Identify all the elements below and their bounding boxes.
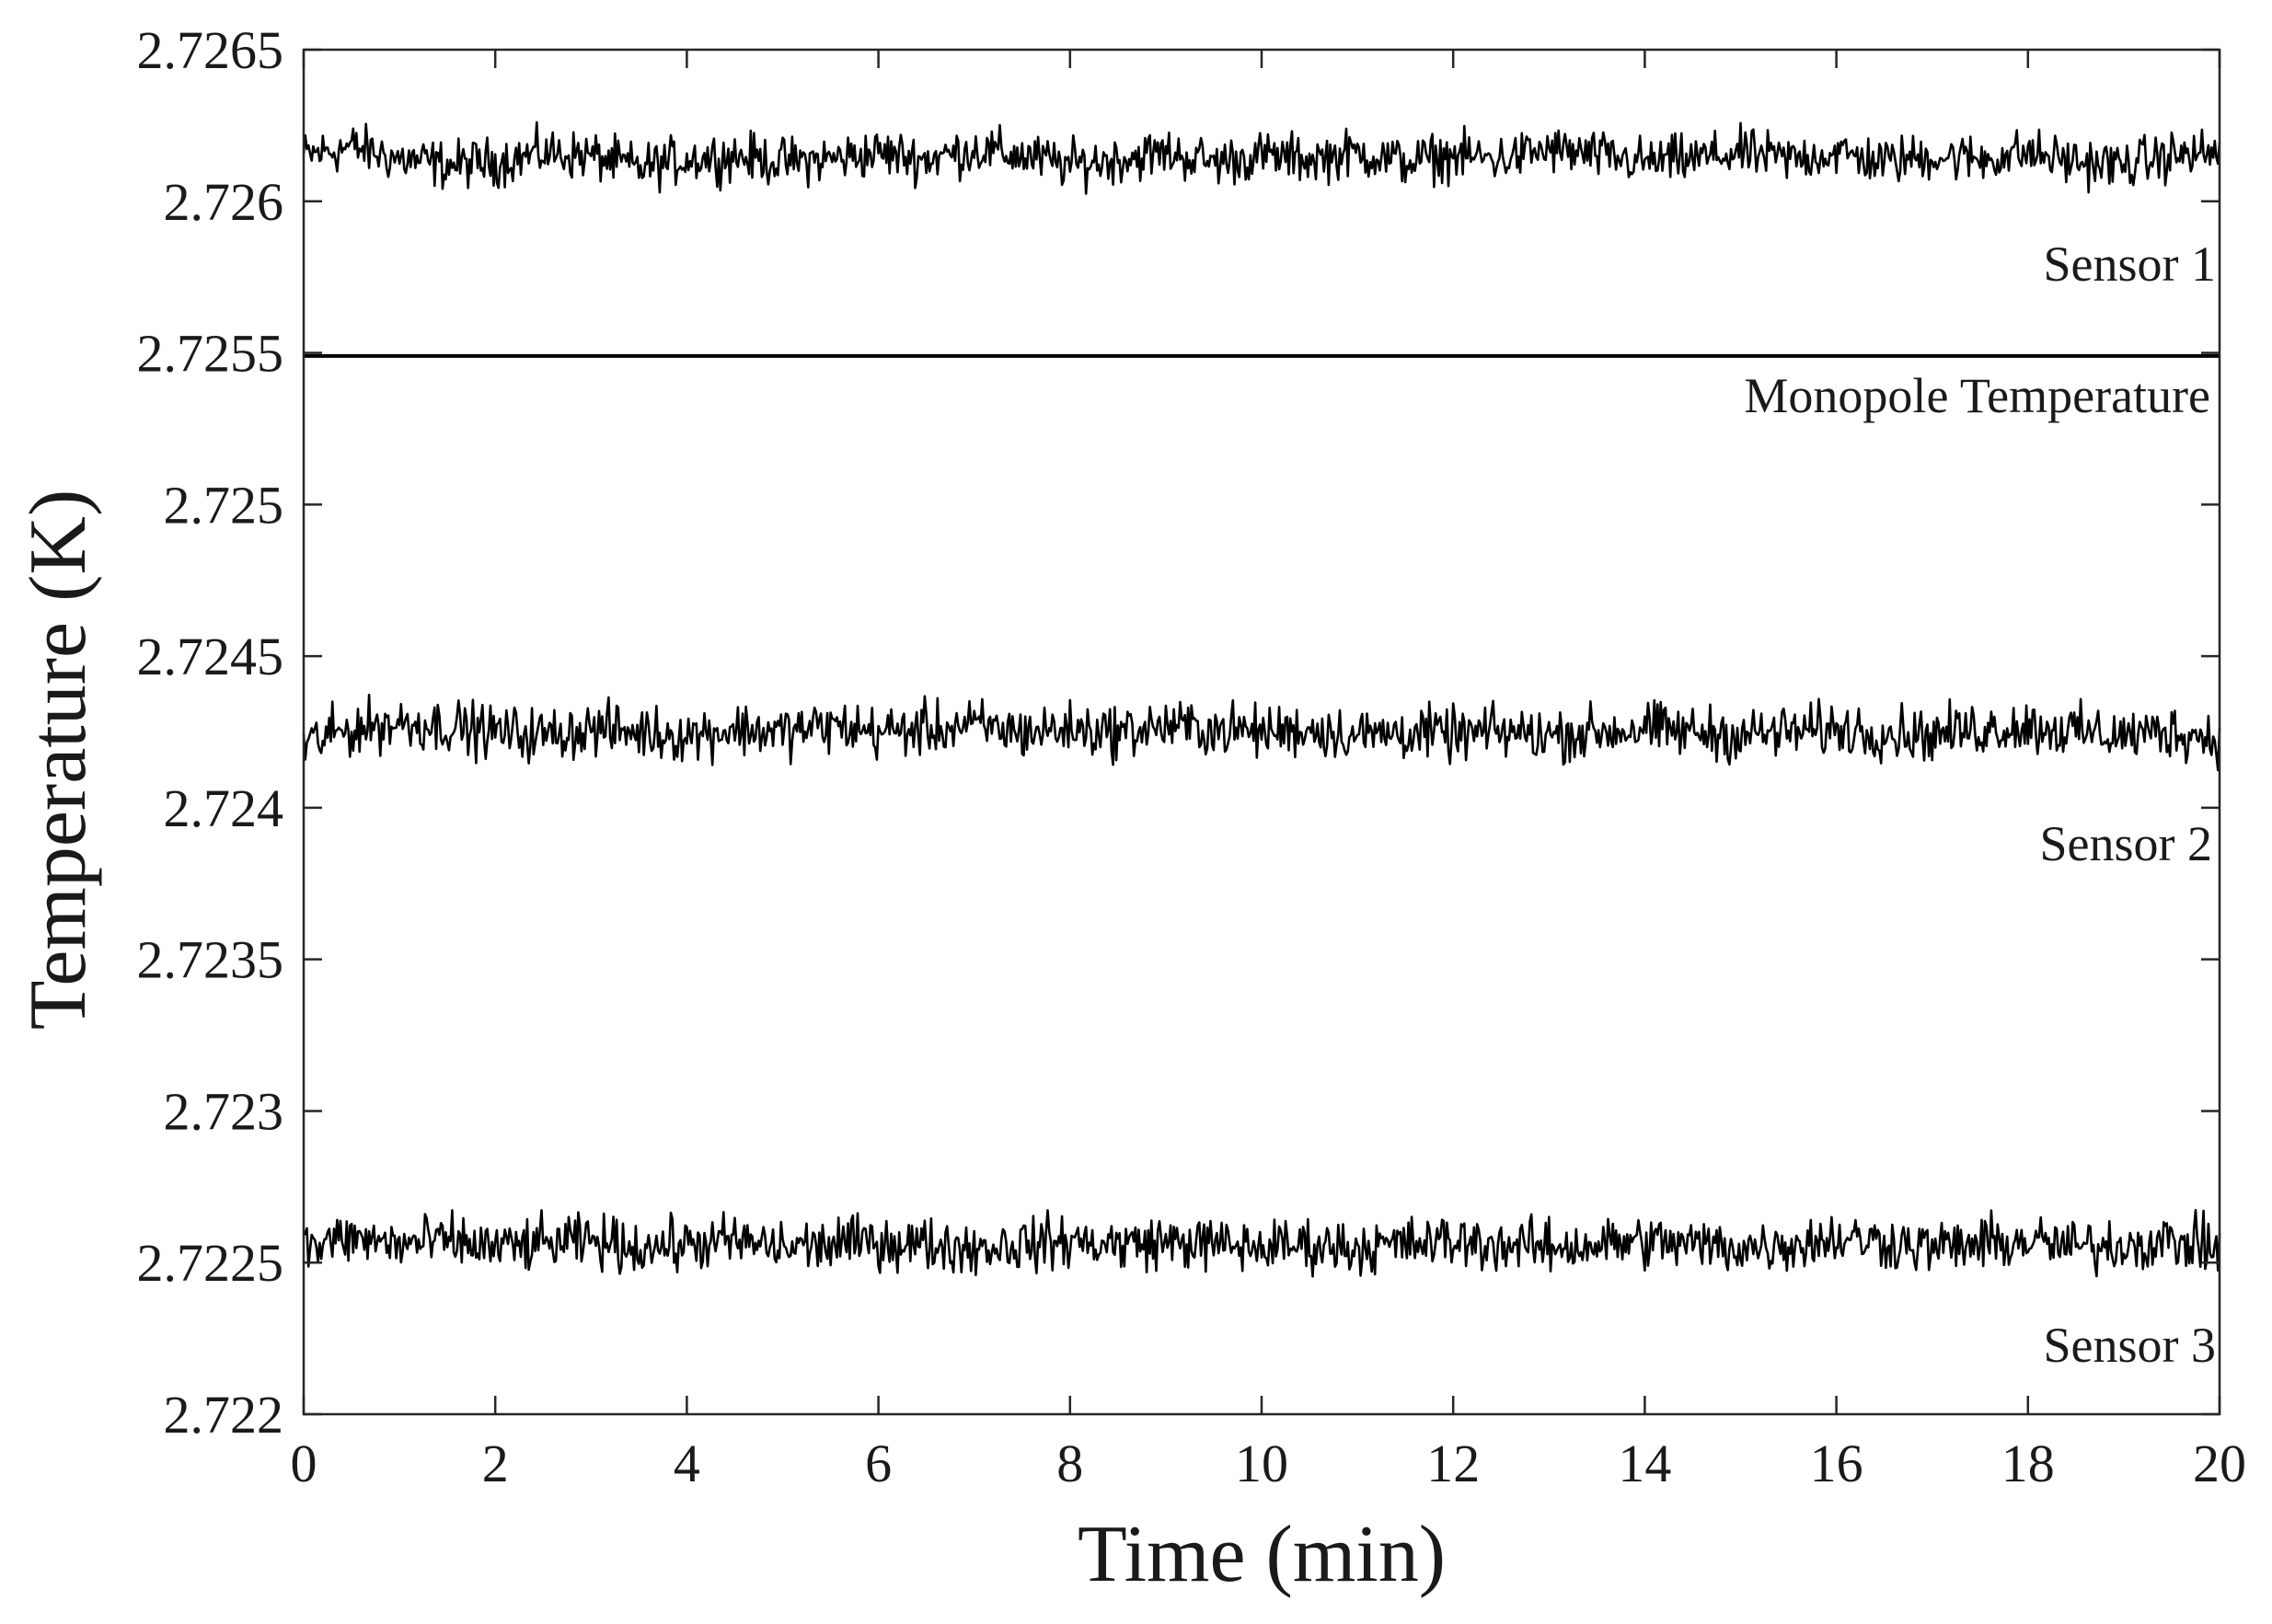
x-tick-label: 16 bbox=[1810, 1434, 1863, 1493]
x-tick-label: 2 bbox=[482, 1434, 509, 1493]
x-tick-label: 18 bbox=[2001, 1434, 2055, 1493]
labels-layer: Sensor 1 Monopole Temperature Sensor 2 Sens… bbox=[1744, 236, 2216, 1373]
y-tick-label: 2.722 bbox=[164, 1385, 284, 1445]
x-tick-label: 6 bbox=[865, 1434, 892, 1493]
y-tick-label: 2.7235 bbox=[137, 930, 284, 990]
y-tick-label: 2.726 bbox=[164, 172, 284, 232]
y-tick-label: 2.725 bbox=[164, 475, 284, 535]
y-tick-label: 2.724 bbox=[164, 778, 284, 838]
x-tick-label: 4 bbox=[674, 1434, 700, 1493]
series-label-4: Sensor 3 bbox=[2044, 1318, 2217, 1373]
y-tick-label: 2.7225 bbox=[137, 1233, 284, 1293]
x-axis-title: Time (min) bbox=[1078, 1510, 1446, 1599]
x-tick-label: 0 bbox=[291, 1434, 317, 1493]
series-label-2: Monopole Temperature bbox=[1744, 368, 2210, 423]
series-label-1: Sensor 1 bbox=[2044, 236, 2217, 292]
axes-layer: 0 2 4 6 8 10 12 14 16 18 20 2.722 2.7225 2.723 2.7235 2… bbox=[137, 20, 2247, 1493]
x-tick-label: 12 bbox=[1426, 1434, 1480, 1493]
y-axis-title: Temperature (K) bbox=[14, 490, 103, 1031]
x-tick-label: 20 bbox=[2193, 1434, 2246, 1493]
y-tick-label: 2.7255 bbox=[137, 324, 284, 384]
series-line-1 bbox=[302, 121, 2221, 195]
series-line-4 bbox=[303, 1208, 2221, 1278]
series-label-3: Sensor 2 bbox=[2040, 816, 2213, 871]
series-layer bbox=[302, 121, 2221, 1278]
y-tick-label: 2.7265 bbox=[137, 20, 284, 80]
x-tick-label: 14 bbox=[1618, 1434, 1671, 1493]
y-tick-label: 2.723 bbox=[164, 1081, 284, 1141]
series-line-3 bbox=[302, 693, 2221, 772]
x-tick-label: 10 bbox=[1235, 1434, 1288, 1493]
y-tick-label: 2.7245 bbox=[137, 627, 284, 686]
x-tick-label: 8 bbox=[1056, 1434, 1083, 1493]
